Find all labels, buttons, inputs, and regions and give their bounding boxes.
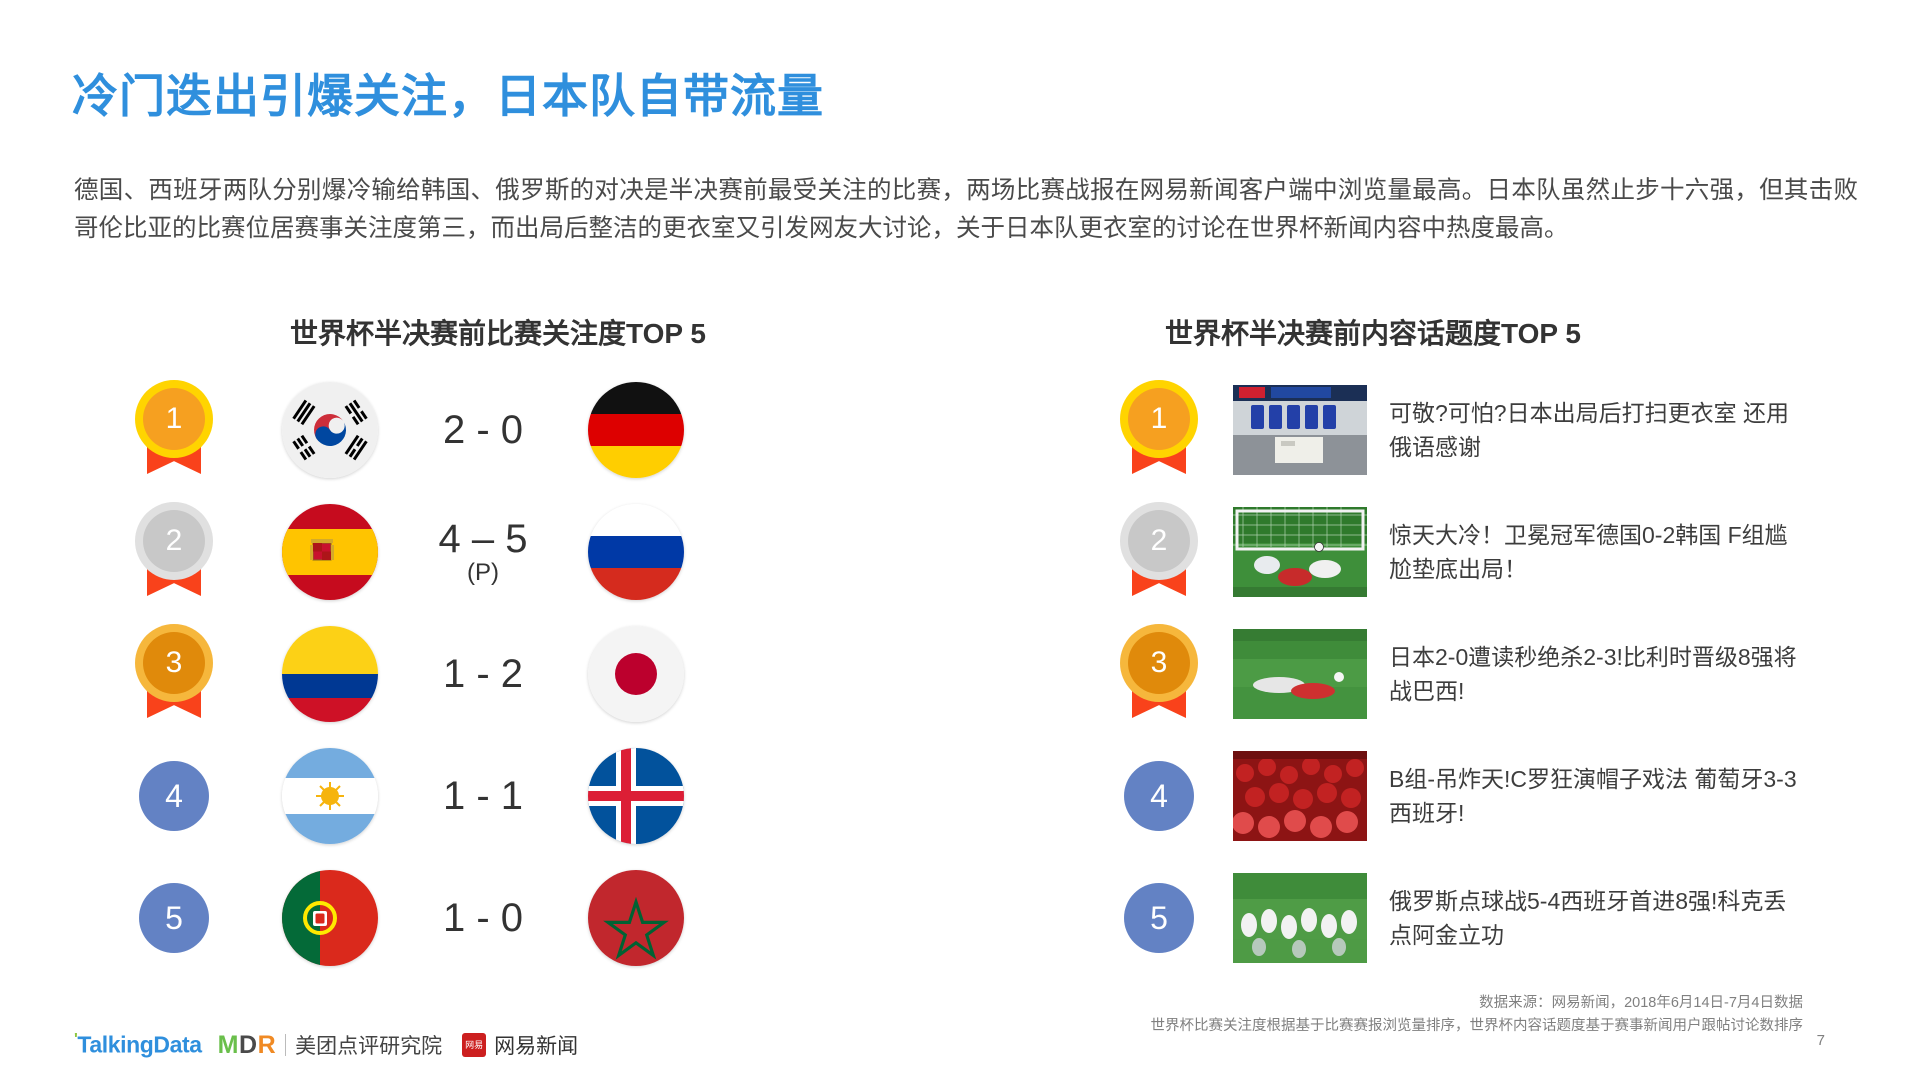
flag-spain	[282, 504, 378, 600]
celebration-photo[interactable]	[1233, 873, 1367, 963]
rank-badge-4: 4	[1095, 746, 1223, 846]
section-title-matches: 世界杯半决赛前比赛关注度TOP 5	[290, 318, 706, 349]
flag-russia	[588, 504, 684, 600]
rank-number: 1	[143, 388, 205, 450]
penalty-note: (P)	[467, 559, 499, 587]
rank-badge-1: 1	[1095, 380, 1223, 480]
section-title-news: 世界杯半决赛前内容话题度TOP 5	[1165, 318, 1581, 349]
flag-south-korea	[282, 382, 378, 478]
netease-badge-icon: 网易	[462, 1033, 487, 1057]
intro-paragraph: 德国、西班牙两队分别爆冷输给韩国、俄罗斯的对决是半决赛前最受关注的比赛，两场比赛…	[74, 177, 1858, 242]
rank-badge-2: 2	[110, 502, 238, 602]
logo-bar: 'TalkingData MDR 美团点评研究院 网易 网易新闻	[74, 1030, 578, 1060]
match-score: 2 - 0	[442, 407, 524, 452]
meituan-research-logo: 美团点评研究院	[295, 1035, 443, 1058]
rank-number: 4	[139, 761, 209, 831]
logo-divider	[285, 1034, 287, 1056]
medal-icon: 5	[1113, 872, 1205, 964]
rank-badge-5: 5	[110, 868, 238, 968]
medal-icon: 4	[128, 750, 220, 842]
medal-icon: 3	[1113, 628, 1205, 720]
news-headline[interactable]: B组-吊炸天!C罗狂演帽子戏法 葡萄牙3-3西班牙!	[1389, 766, 1797, 826]
source-line-1: 数据来源：网易新闻，2018年6月14日-7月4日数据	[1479, 995, 1803, 1011]
flag-germany	[588, 382, 684, 478]
rank-badge-3: 3	[1095, 624, 1223, 724]
flag-japan	[588, 626, 684, 722]
rank-badge-3: 3	[110, 624, 238, 724]
rank-badge-2: 2	[1095, 502, 1223, 602]
news-row[interactable]: 1 可敬?可怕?日本出局后打扫更衣室 还用俄语感谢	[1095, 380, 1885, 480]
flag-portugal	[282, 870, 378, 966]
netease-news-logo: 网易新闻	[494, 1035, 579, 1058]
news-row[interactable]: 2 惊天大冷！卫冕冠军德国0-2韩国 F组尴尬垫底出局！	[1095, 502, 1885, 602]
rank-number: 2	[1128, 510, 1190, 572]
match-score: 1 - 0	[442, 895, 524, 940]
match-ranking-list: 1 2 - 0 2	[110, 380, 900, 990]
rank-badge-5: 5	[1095, 868, 1223, 968]
news-row[interactable]: 5 俄罗斯点球战5-4西班牙首进8强!科克丢点阿金立功	[1095, 868, 1885, 968]
rank-number: 3	[1128, 632, 1190, 694]
rank-badge-4: 4	[110, 746, 238, 846]
rank-badge-1: 1	[110, 380, 238, 480]
news-ranking-list: 1 可敬?可怕?日本出局后打扫更衣室 还用俄语感谢 2	[1095, 380, 1885, 990]
locker-room-photo[interactable]	[1233, 385, 1367, 475]
talkingdata-logo: 'TalkingData	[74, 1031, 202, 1058]
flag-iceland	[588, 748, 684, 844]
mdr-logo: MDR	[217, 1030, 277, 1059]
news-headline[interactable]: 日本2-0遭读秒绝杀2-3!比利时晋级8强将战巴西!	[1389, 644, 1797, 704]
match-row: 2 4 – 5 (P)	[110, 502, 900, 602]
match-row: 4 1 - 1	[110, 746, 900, 846]
medal-icon: 2	[1113, 506, 1205, 598]
news-headline[interactable]: 可敬?可怕?日本出局后打扫更衣室 还用俄语感谢	[1389, 400, 1789, 460]
flag-colombia	[282, 626, 378, 722]
medal-icon: 2	[128, 506, 220, 598]
rank-number: 3	[143, 632, 205, 694]
medal-icon: 1	[128, 384, 220, 476]
medal-icon: 5	[128, 872, 220, 964]
rank-number: 1	[1128, 388, 1190, 450]
flag-morocco	[588, 870, 684, 966]
medal-icon: 4	[1113, 750, 1205, 842]
medal-icon: 3	[128, 628, 220, 720]
news-headline[interactable]: 俄罗斯点球战5-4西班牙首进8强!科克丢点阿金立功	[1389, 888, 1787, 948]
page-title: 冷门迭出引爆关注，日本队自带流量	[72, 70, 824, 122]
page-number: 7	[1816, 1032, 1825, 1049]
match-score: 4 – 5 (P)	[378, 518, 588, 586]
news-row[interactable]: 4 B组-吊炸天!C罗狂演帽子戏法 葡萄牙3-3西班牙!	[1095, 746, 1885, 846]
rank-number: 5	[1124, 883, 1194, 953]
rank-number: 4	[1124, 761, 1194, 831]
match-row: 3 1 - 2	[110, 624, 900, 724]
medal-icon: 1	[1113, 384, 1205, 476]
red-crowd-photo[interactable]	[1233, 751, 1367, 841]
match-score: 1 - 1	[442, 773, 524, 818]
match-row: 5 1 - 0	[110, 868, 900, 968]
news-row[interactable]: 3 日本2-0遭读秒绝杀2-3!比利时晋级8强将战巴西!	[1095, 624, 1885, 724]
rank-number: 2	[143, 510, 205, 572]
source-line-2: 世界杯比赛关注度根据基于比赛赛报浏览量排序，世界杯内容话题度基于赛事新闻用户跟帖…	[1150, 1018, 1804, 1034]
rank-number: 5	[139, 883, 209, 953]
goalmouth-save-photo[interactable]	[1233, 507, 1367, 597]
match-row: 1 2 - 0	[110, 380, 900, 480]
match-score: 1 - 2	[442, 651, 524, 696]
pitch-players-photo[interactable]	[1233, 629, 1367, 719]
news-headline[interactable]: 惊天大冷！卫冕冠军德国0-2韩国 F组尴尬垫底出局！	[1389, 522, 1788, 582]
flag-argentina	[282, 748, 378, 844]
source-note: 数据来源：网易新闻，2018年6月14日-7月4日数据 世界杯比赛关注度根据基于…	[1151, 992, 1804, 1038]
